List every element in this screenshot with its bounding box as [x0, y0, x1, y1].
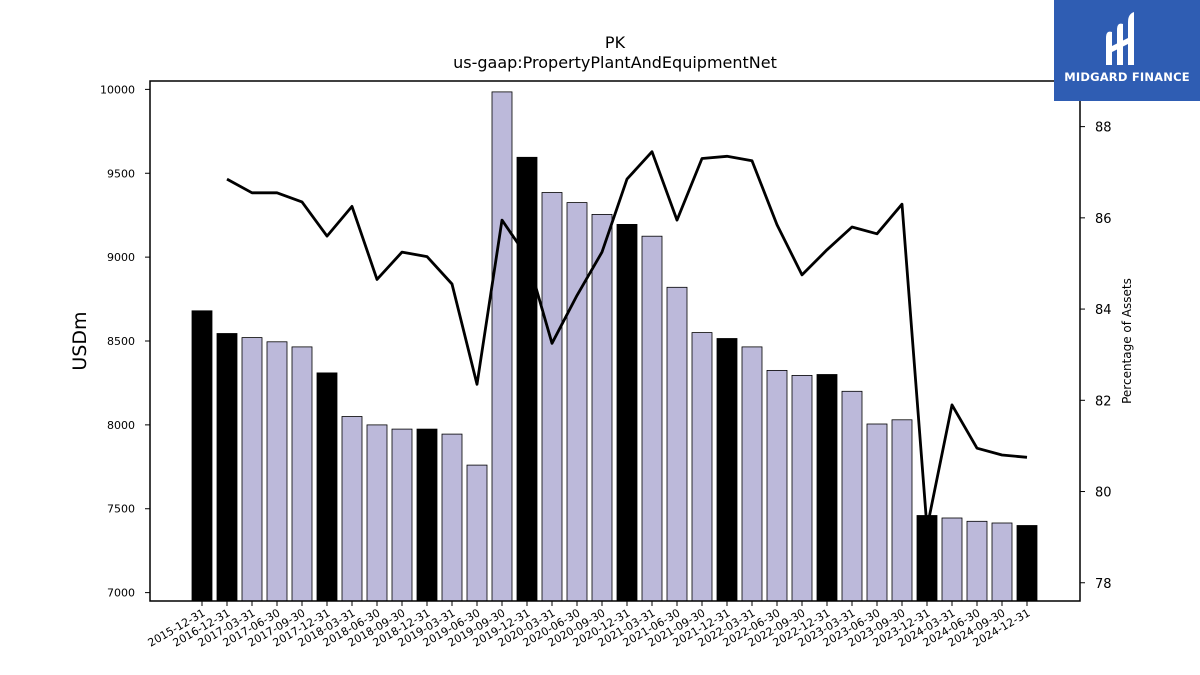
y-tick-label: 8500: [107, 335, 135, 348]
bar: [366, 424, 388, 602]
bar: [516, 156, 538, 602]
y-tick-label: 9500: [107, 167, 135, 180]
bar: [816, 374, 838, 602]
right-axis: 78 80 82 84 86 88: [1080, 121, 1112, 592]
bar: [316, 372, 338, 602]
logo-mark-icon: [1106, 12, 1134, 66]
y-axis-label: USDm: [69, 311, 91, 370]
y2-tick-label: 86: [1095, 212, 1112, 227]
percentage-line: [226, 150, 1028, 530]
bar: [491, 91, 513, 602]
bar: [441, 433, 463, 602]
bar: [991, 522, 1013, 602]
y2-tick-label: 80: [1095, 486, 1112, 501]
bar: [416, 428, 438, 602]
bar: [241, 337, 263, 602]
y-tick-label: 7500: [107, 503, 135, 516]
y2-tick-label: 78: [1095, 577, 1112, 592]
y2-tick-label: 88: [1095, 121, 1112, 136]
bar: [391, 428, 413, 602]
bar: [691, 332, 713, 602]
bar: [841, 390, 863, 602]
line-series: [226, 150, 1028, 530]
y2-tick-label: 84: [1095, 303, 1112, 318]
bar-series: [191, 91, 1038, 602]
left-axis: 7000 7500 8000 8500 9000 9500 10000: [100, 83, 150, 600]
bar: [741, 346, 763, 602]
bar: [941, 517, 963, 602]
x-axis: 2015-12-312016-12-312017-03-312017-06-30…: [146, 601, 1033, 650]
y-tick-label: 9000: [107, 251, 135, 264]
bar: [641, 235, 663, 602]
bar: [216, 333, 238, 602]
bar: [716, 338, 738, 602]
bar: [191, 310, 213, 602]
bar: [891, 419, 913, 602]
bar: [666, 286, 688, 602]
bar: [866, 423, 888, 602]
bar: [541, 192, 563, 602]
bar: [341, 416, 363, 602]
y-tick-label: 7000: [107, 587, 135, 600]
bar: [591, 213, 613, 602]
chart-subtitle: us-gaap:PropertyPlantAndEquipmentNet: [453, 53, 777, 72]
y2-tick-label: 82: [1095, 394, 1112, 409]
y2-axis-label: Percentage of Assets: [1120, 278, 1134, 404]
bar: [266, 341, 288, 602]
y-tick-label: 10000: [100, 83, 135, 96]
y-tick-label: 8000: [107, 419, 135, 432]
bar: [566, 202, 588, 602]
bar: [791, 374, 813, 602]
bar: [1016, 525, 1038, 602]
brand-name: MIDGARD FINANCE: [1064, 70, 1190, 84]
bar: [466, 464, 488, 602]
bar: [766, 369, 788, 602]
chart-title: PK: [605, 33, 626, 52]
bar: [616, 223, 638, 602]
plot-frame: [149, 80, 1081, 602]
brand-logo: MIDGARD FINANCE: [1054, 0, 1200, 101]
bar: [291, 346, 313, 602]
bar: [966, 520, 988, 602]
